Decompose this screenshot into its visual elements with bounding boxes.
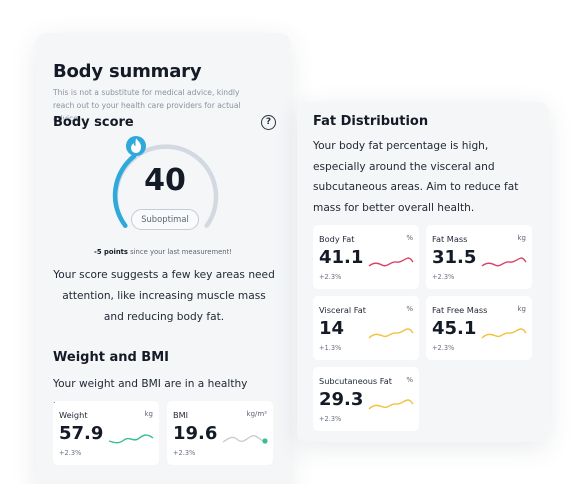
fat-distribution-title: Fat Distribution <box>313 114 429 129</box>
score-status-badge: Suboptimal <box>131 209 199 230</box>
weight-bmi-heading: Weight and BMI <box>53 350 169 365</box>
metric-title: Subcutaneous Fat <box>319 376 392 386</box>
metric-delta: +2.3% <box>173 449 196 457</box>
sparkline-body-fat <box>368 257 414 267</box>
metric-delta: +2.3% <box>319 415 342 423</box>
gauge-fill <box>112 153 137 228</box>
metric-title: Body Fat <box>319 234 355 244</box>
metric-unit: % <box>406 305 413 313</box>
sparkline-weight <box>108 434 154 444</box>
help-icon[interactable]: ? <box>261 115 276 130</box>
metric-unit: % <box>406 376 413 384</box>
score-change-points: -5 points <box>94 248 128 256</box>
metric-title: Fat Mass <box>432 234 468 244</box>
metric-delta: +2.3% <box>319 273 342 281</box>
score-change-text: -5 points since your last measurement! <box>36 248 290 256</box>
metric-title: Weight <box>59 410 88 420</box>
metric-value: 19.6 <box>173 423 218 444</box>
metric-unit: kg/m² <box>246 410 267 418</box>
body-score-heading: Body score <box>53 115 134 130</box>
score-message: Your score suggests a few key areas need… <box>53 269 275 323</box>
medical-disclaimer: This is not a substitute for medical adv… <box>53 88 241 123</box>
sparkline-bmi <box>222 434 268 444</box>
sparkline-subcutaneous-fat <box>368 399 414 410</box>
metric-card-fat-mass[interactable]: Fat Mass kg 31.5 +2.3% <box>426 225 532 289</box>
metric-card-visceral-fat[interactable]: Visceral Fat % 14 +1.3% <box>313 296 419 360</box>
metric-card-bmi[interactable]: BMI kg/m² 19.6 +2.3% <box>167 401 273 465</box>
metric-value: 41.1 <box>319 247 364 268</box>
flame-icon <box>126 136 146 156</box>
score-value: 40 <box>144 163 186 198</box>
metric-value: 45.1 <box>432 318 477 339</box>
sparkline-fat-free-mass <box>481 328 527 339</box>
fat-distribution-card: Fat Distribution Your body fat percentag… <box>297 102 549 442</box>
metric-unit: kg <box>517 234 527 242</box>
body-summary-title: Body summary <box>53 61 202 82</box>
score-change-suffix: since your last measurement! <box>127 248 232 256</box>
sparkline-visceral-fat <box>368 328 414 339</box>
metric-value: 29.3 <box>319 389 364 410</box>
fat-distribution-message: Your body fat percentage is high, especi… <box>313 140 519 214</box>
metric-delta: +2.3% <box>59 449 82 457</box>
sparkline-endpoint <box>262 438 268 444</box>
metric-delta: +2.3% <box>432 344 455 352</box>
metric-unit: kg <box>517 305 527 313</box>
metric-delta: +1.3% <box>319 344 342 352</box>
metric-card-body-fat[interactable]: Body Fat % 41.1 +2.3% <box>313 225 419 289</box>
metric-title: Visceral Fat <box>319 305 366 315</box>
score-gauge <box>112 136 219 228</box>
metric-card-weight[interactable]: Weight kg 57.9 +2.3% <box>53 401 159 465</box>
metric-value: 31.5 <box>432 247 477 268</box>
metric-card-fat-free-mass[interactable]: Fat Free Mass kg 45.1 +2.3% <box>426 296 532 360</box>
metric-unit: kg <box>144 410 154 418</box>
metric-delta: +2.3% <box>432 273 455 281</box>
body-summary-card: Body summary This is not a substitute fo… <box>36 33 290 484</box>
metric-title: Fat Free Mass <box>432 305 488 315</box>
metric-value: 14 <box>319 318 345 339</box>
metric-value: 57.9 <box>59 423 104 444</box>
metric-unit: % <box>406 234 413 242</box>
metric-card-subcutaneous-fat[interactable]: Subcutaneous Fat % 29.3 +2.3% <box>313 367 419 431</box>
metric-title: BMI <box>173 410 189 420</box>
sparkline-fat-mass <box>481 257 527 267</box>
